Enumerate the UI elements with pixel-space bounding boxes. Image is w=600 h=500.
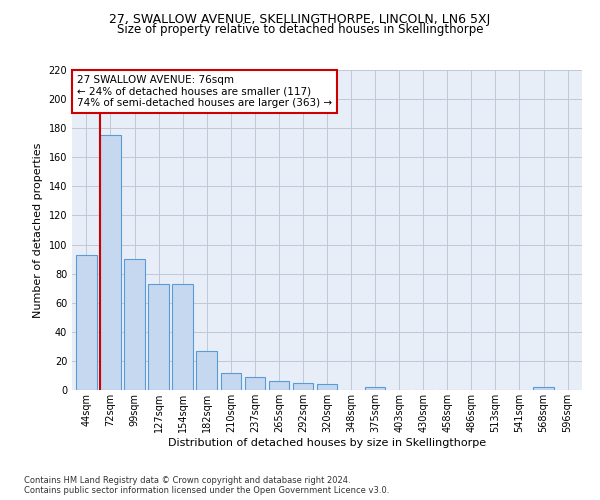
Bar [221,372,241,390]
Bar [196,350,217,390]
Bar [293,382,313,390]
X-axis label: Distribution of detached houses by size in Skellingthorpe: Distribution of detached houses by size … [168,438,486,448]
Bar [269,382,289,390]
Bar [365,387,385,390]
Text: Contains HM Land Registry data © Crown copyright and database right 2024.
Contai: Contains HM Land Registry data © Crown c… [24,476,389,495]
Y-axis label: Number of detached properties: Number of detached properties [33,142,43,318]
Bar [124,259,145,390]
Bar [100,136,121,390]
Bar [148,284,169,390]
Text: Size of property relative to detached houses in Skellingthorpe: Size of property relative to detached ho… [117,22,483,36]
Bar [245,377,265,390]
Text: 27 SWALLOW AVENUE: 76sqm
← 24% of detached houses are smaller (117)
74% of semi-: 27 SWALLOW AVENUE: 76sqm ← 24% of detach… [77,75,332,108]
Bar [172,284,193,390]
Bar [533,387,554,390]
Bar [317,384,337,390]
Bar [76,254,97,390]
Text: 27, SWALLOW AVENUE, SKELLINGTHORPE, LINCOLN, LN6 5XJ: 27, SWALLOW AVENUE, SKELLINGTHORPE, LINC… [109,12,491,26]
